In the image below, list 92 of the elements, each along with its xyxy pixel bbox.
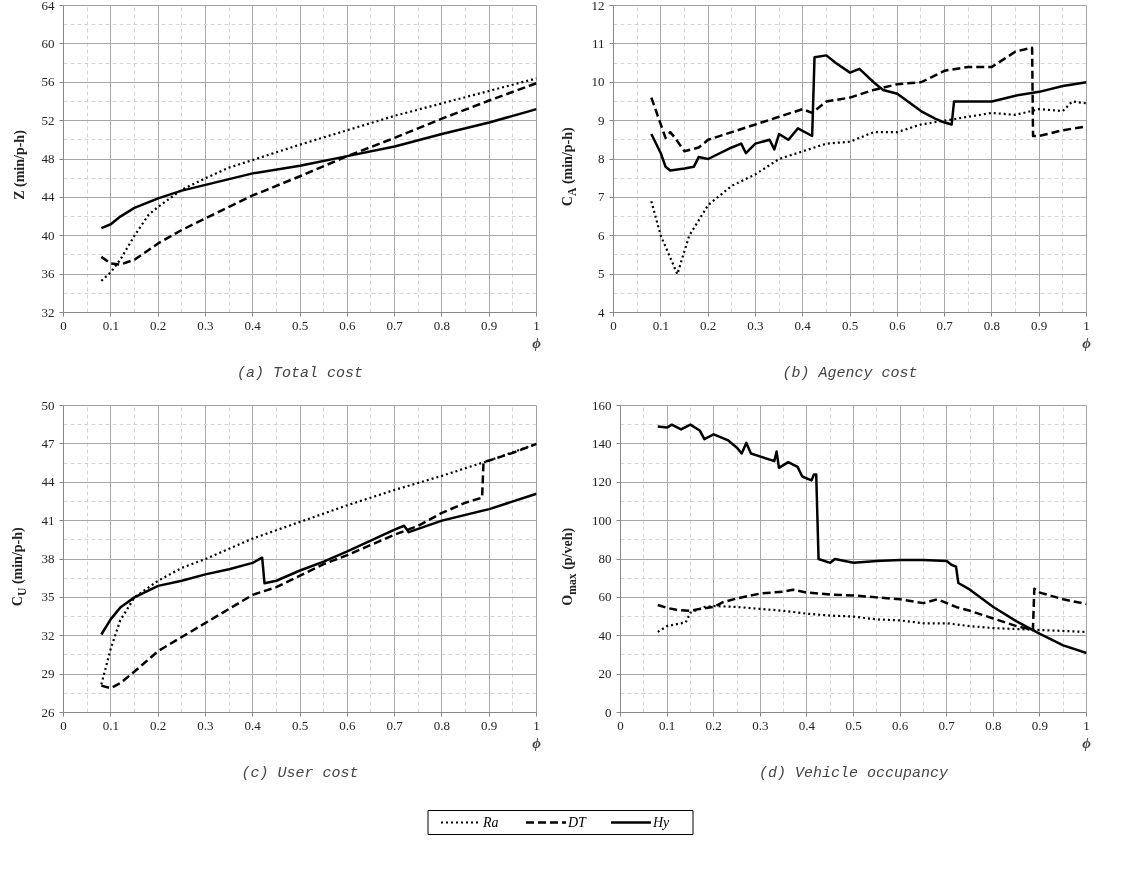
x-tick-label: 1 [533,717,540,733]
y-tick-label: 20 [598,666,612,682]
y-tick-label: 11 [591,35,605,51]
x-tick-label: 0.2 [699,317,717,333]
y-tick-label: 5 [598,266,605,282]
y-tick-label: 60 [598,589,612,605]
y-tick-label: 9 [598,112,605,128]
x-axis-title: ϕ [1082,334,1092,351]
y-tick-label: 40 [598,627,612,643]
x-tick-label: 0.2 [149,717,167,733]
y-tick-label: 48 [41,151,55,166]
legend-label: Hy [652,815,671,830]
legend-label: DT [567,815,588,830]
x-tick-label: 0 [60,317,67,333]
x-tick-label: 0.7 [938,717,956,733]
x-tick-label: 0.3 [197,317,214,333]
y-tick-label: 50 [41,397,55,413]
y-tick-label: 0 [605,704,612,720]
y-tick-label: 12 [591,0,605,13]
x-tick-label: 0.5 [845,717,862,733]
y-tick-label: 60 [41,35,55,51]
x-tick-label: 0.7 [936,317,954,333]
y-tick-label: 38 [41,551,55,566]
y-axis-title: Z (min/p-h) [11,129,28,202]
x-tick-label: 1 [533,317,540,333]
x-tick-label: 0.6 [339,717,356,733]
y-tick-label: 26 [41,704,55,720]
x-tick-label: 0.3 [747,317,764,333]
y-tick-label: 29 [41,666,55,682]
y-tick-label: 100 [592,512,612,528]
text: (a) Total cost [236,364,364,382]
y-tick-label: 140 [592,435,612,451]
x-tick-label: 0.7 [386,717,404,733]
y-tick-label: 80 [598,551,612,566]
x-tick-label: 0.1 [652,317,669,333]
x-tick-label: 0.6 [339,317,356,333]
line-series [656,423,1087,655]
text: (b) Agency cost [782,364,918,382]
y-tick-label: 56 [41,74,55,90]
x-tick-label: 1 [1083,317,1090,333]
legend-label: Ra [482,815,499,830]
x-tick-label: 0.2 [705,717,722,733]
x-tick-label: 0.1 [102,717,119,733]
y-tick-label: 32 [41,304,55,320]
y-tick-label: 4 [598,304,605,320]
y-tick-label: 36 [41,266,55,282]
x-axis-title: ϕ [532,734,542,751]
x-tick-label: 0.1 [102,317,119,333]
y-tick-label: 64 [41,0,55,13]
y-tick-label: 6 [598,227,605,243]
y-tick-label: 8 [598,151,605,166]
x-tick-label: 0.7 [386,317,404,333]
x-tick-label: 0.2 [149,317,167,333]
x-tick-label: 0.9 [481,317,498,333]
x-tick-label: 0.8 [985,717,1002,733]
x-tick-label: 0.5 [291,717,309,733]
y-tick-label: 35 [41,589,55,605]
y-tick-label: 32 [41,627,55,643]
x-tick-label: 0.9 [1031,317,1048,333]
x-tick-label: 0.3 [752,717,769,733]
y-tick-label: 40 [41,227,55,243]
x-tick-label: 0.8 [433,717,451,733]
x-tick-label: 0 [617,717,624,733]
text: (d) Vehicle occupancy [758,764,950,782]
y-tick-label: 41 [41,512,55,528]
x-axis-title: ϕ [1082,734,1092,751]
y-tick-label: 47 [41,435,55,451]
x-tick-label: 0 [60,717,67,733]
y-tick-label: 44 [41,189,55,205]
y-tick-label: 10 [591,74,605,90]
x-tick-label: 0.4 [244,717,262,733]
x-tick-label: 0.9 [481,717,498,733]
x-tick-label: 0.9 [1031,717,1049,733]
y-tick-label: 160 [592,397,612,413]
x-tick-label: 0.1 [658,717,676,733]
x-axis-title: ϕ [532,334,542,351]
text: (c) User cost [241,764,359,782]
y-tick-label: 120 [592,474,612,490]
x-tick-label: 1 [1083,717,1090,733]
y-tick-label: 52 [41,112,55,128]
x-tick-label: 0.4 [794,317,812,333]
x-tick-label: 0.4 [244,317,262,333]
x-tick-label: 0.5 [841,317,859,333]
x-tick-label: 0.8 [433,317,451,333]
x-tick-label: 0.6 [891,717,909,733]
x-tick-label: 0.6 [889,317,906,333]
y-tick-label: 7 [598,189,605,205]
x-tick-label: 0.4 [798,717,816,733]
x-tick-label: 0.8 [983,317,1001,333]
y-tick-label: 44 [41,474,55,490]
x-tick-label: 0.5 [291,317,309,333]
x-tick-label: 0.3 [197,717,214,733]
